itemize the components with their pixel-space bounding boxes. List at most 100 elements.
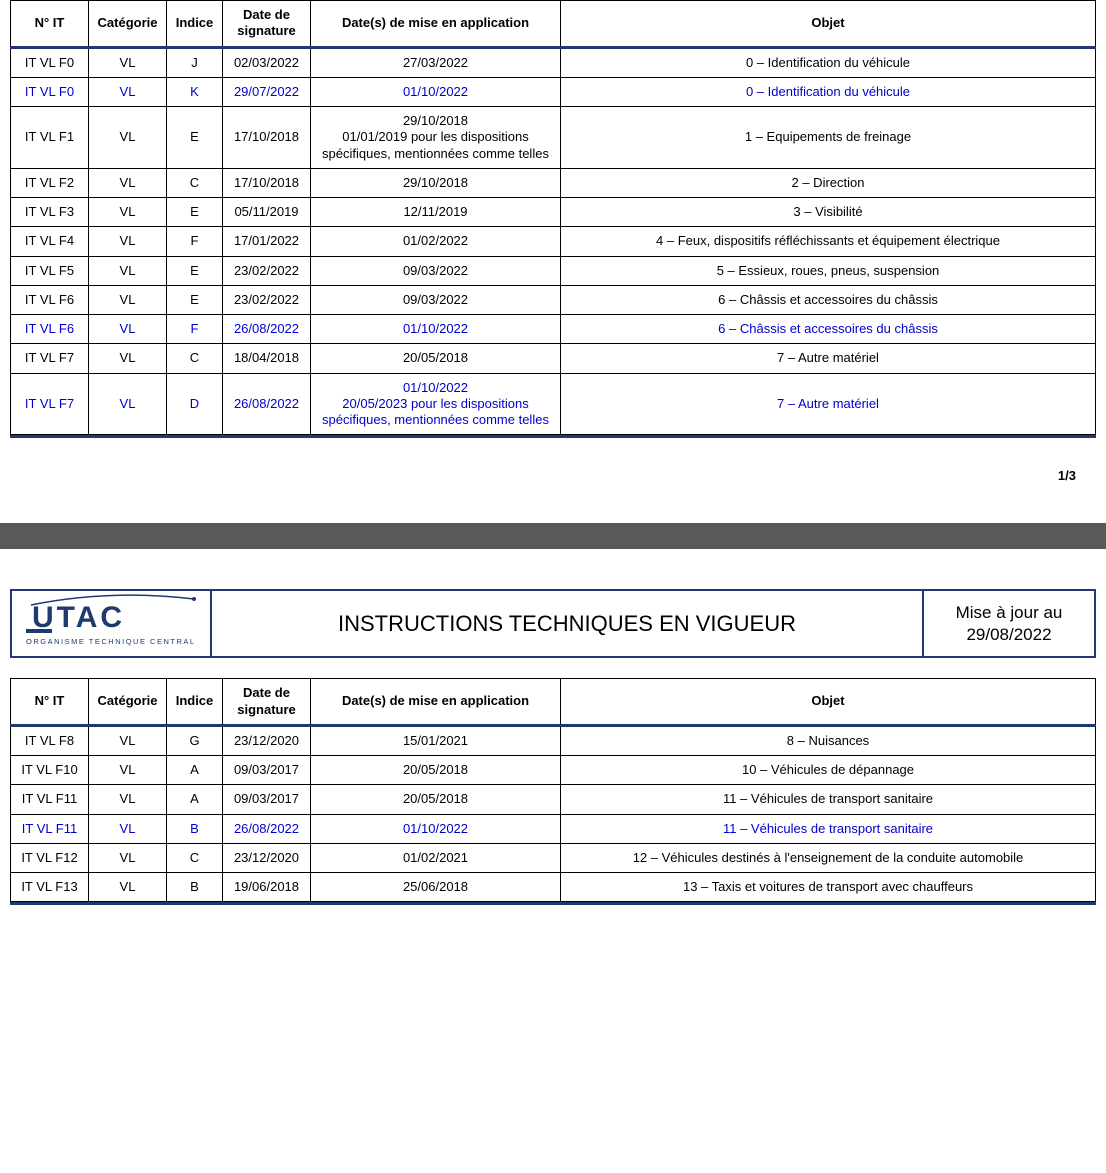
cell-ind: E	[167, 256, 223, 285]
logo-text: UTAC	[26, 601, 196, 635]
cell-sig: 23/12/2020	[223, 725, 311, 755]
cell-app: 20/05/2018	[311, 785, 561, 814]
cell-ind: G	[167, 725, 223, 755]
col-header-obj: Objet	[561, 1, 1096, 48]
page-1: N° ITCatégorieIndiceDate de signatureDat…	[0, 0, 1106, 503]
cell-cat: VL	[89, 725, 167, 755]
cell-ind: C	[167, 168, 223, 197]
cell-sig: 23/02/2022	[223, 285, 311, 314]
instructions-table-2: N° ITCatégorieIndiceDate de signatureDat…	[10, 678, 1096, 902]
utac-logo: UTAC ORGANISME TECHNIQUE CENTRAL	[26, 601, 196, 646]
cell-app: 15/01/2021	[311, 725, 561, 755]
table-row: IT VL F2VLC17/10/201829/10/20182 – Direc…	[11, 168, 1096, 197]
cell-ind: C	[167, 843, 223, 872]
cell-nit: IT VL F2	[11, 168, 89, 197]
header-date-value: 29/08/2022	[966, 624, 1051, 646]
cell-ind: E	[167, 285, 223, 314]
cell-nit: IT VL F6	[11, 285, 89, 314]
cell-cat: VL	[89, 198, 167, 227]
cell-ind: A	[167, 756, 223, 785]
cell-cat: VL	[89, 107, 167, 169]
cell-nit: IT VL F3	[11, 198, 89, 227]
table-row: IT VL F6VLE23/02/202209/03/20226 – Châss…	[11, 285, 1096, 314]
cell-sig: 26/08/2022	[223, 814, 311, 843]
cell-obj: 11 – Véhicules de transport sanitaire	[561, 785, 1096, 814]
page-header: UTAC ORGANISME TECHNIQUE CENTRAL INSTRUC…	[10, 589, 1096, 658]
cell-ind: E	[167, 198, 223, 227]
cell-obj: 7 – Autre matériel	[561, 344, 1096, 373]
cell-obj: 7 – Autre matériel	[561, 373, 1096, 435]
cell-app: 27/03/2022	[311, 47, 561, 77]
cell-ind: F	[167, 315, 223, 344]
cell-obj: 8 – Nuisances	[561, 725, 1096, 755]
cell-cat: VL	[89, 47, 167, 77]
col-header-app: Date(s) de mise en application	[311, 679, 561, 726]
cell-ind: D	[167, 373, 223, 435]
cell-cat: VL	[89, 315, 167, 344]
cell-app: 01/10/2022	[311, 77, 561, 106]
table-header: N° ITCatégorieIndiceDate de signatureDat…	[11, 1, 1096, 48]
cell-nit: IT VL F11	[11, 785, 89, 814]
cell-nit: IT VL F5	[11, 256, 89, 285]
cell-obj: 11 – Véhicules de transport sanitaire	[561, 814, 1096, 843]
cell-cat: VL	[89, 256, 167, 285]
instructions-table-1: N° ITCatégorieIndiceDate de signatureDat…	[10, 0, 1096, 435]
cell-app: 29/10/2018	[311, 168, 561, 197]
cell-obj: 0 – Identification du véhicule	[561, 77, 1096, 106]
cell-ind: C	[167, 344, 223, 373]
col-header-sig: Date de signature	[223, 1, 311, 48]
cell-app: 01/10/202220/05/2023 pour les dispositio…	[311, 373, 561, 435]
cell-sig: 18/04/2018	[223, 344, 311, 373]
cell-sig: 19/06/2018	[223, 873, 311, 902]
cell-cat: VL	[89, 756, 167, 785]
cell-nit: IT VL F0	[11, 77, 89, 106]
cell-app: 29/10/201801/01/2019 pour les dispositio…	[311, 107, 561, 169]
cell-obj: 1 – Equipements de freinage	[561, 107, 1096, 169]
cell-sig: 02/03/2022	[223, 47, 311, 77]
cell-app: 01/10/2022	[311, 814, 561, 843]
cell-cat: VL	[89, 227, 167, 256]
table-row: IT VL F7VLD26/08/202201/10/202220/05/202…	[11, 373, 1096, 435]
cell-nit: IT VL F7	[11, 344, 89, 373]
cell-cat: VL	[89, 285, 167, 314]
cell-app: 20/05/2018	[311, 344, 561, 373]
cell-obj: 10 – Véhicules de dépannage	[561, 756, 1096, 785]
cell-sig: 05/11/2019	[223, 198, 311, 227]
cell-app: 09/03/2022	[311, 285, 561, 314]
table-row: IT VL F11VLB26/08/202201/10/202211 – Véh…	[11, 814, 1096, 843]
cell-obj: 12 – Véhicules destinés à l'enseignement…	[561, 843, 1096, 872]
logo-cell: UTAC ORGANISME TECHNIQUE CENTRAL	[12, 591, 212, 656]
cell-nit: IT VL F10	[11, 756, 89, 785]
cell-obj: 6 – Châssis et accessoires du châssis	[561, 285, 1096, 314]
cell-sig: 26/08/2022	[223, 315, 311, 344]
cell-sig: 17/10/2018	[223, 107, 311, 169]
table-row: IT VL F4VLF17/01/202201/02/20224 – Feux,…	[11, 227, 1096, 256]
cell-nit: IT VL F4	[11, 227, 89, 256]
cell-cat: VL	[89, 843, 167, 872]
col-header-cat: Catégorie	[89, 679, 167, 726]
col-header-nit: N° IT	[11, 1, 89, 48]
page-number: 1/3	[10, 438, 1096, 503]
table-row: IT VL F10VLA09/03/201720/05/201810 – Véh…	[11, 756, 1096, 785]
col-header-sig: Date de signature	[223, 679, 311, 726]
table-row: IT VL F11VLA09/03/201720/05/201811 – Véh…	[11, 785, 1096, 814]
cell-ind: J	[167, 47, 223, 77]
table-header: N° ITCatégorieIndiceDate de signatureDat…	[11, 679, 1096, 726]
cell-nit: IT VL F11	[11, 814, 89, 843]
cell-sig: 09/03/2017	[223, 785, 311, 814]
cell-obj: 3 – Visibilité	[561, 198, 1096, 227]
col-header-app: Date(s) de mise en application	[311, 1, 561, 48]
cell-ind: K	[167, 77, 223, 106]
cell-obj: 0 – Identification du véhicule	[561, 47, 1096, 77]
cell-obj: 4 – Feux, dispositifs réfléchissants et …	[561, 227, 1096, 256]
cell-obj: 5 – Essieux, roues, pneus, suspension	[561, 256, 1096, 285]
cell-nit: IT VL F8	[11, 725, 89, 755]
table-row: IT VL F13VLB19/06/201825/06/201813 – Tax…	[11, 873, 1096, 902]
cell-nit: IT VL F7	[11, 373, 89, 435]
cell-app: 25/06/2018	[311, 873, 561, 902]
cell-sig: 23/02/2022	[223, 256, 311, 285]
table-row: IT VL F6VLF26/08/202201/10/20226 – Châss…	[11, 315, 1096, 344]
header-title: INSTRUCTIONS TECHNIQUES EN VIGUEUR	[212, 591, 924, 656]
cell-obj: 13 – Taxis et voitures de transport avec…	[561, 873, 1096, 902]
page-divider	[0, 523, 1106, 549]
